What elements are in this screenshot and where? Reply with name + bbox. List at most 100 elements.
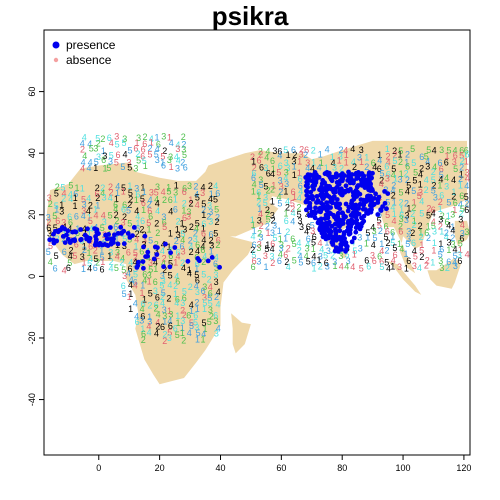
absence-code-mark: 3	[193, 234, 198, 244]
absence-code-mark: 6	[160, 322, 165, 332]
absence-code-mark: 1	[180, 328, 185, 338]
absence-code-mark: 5	[148, 149, 153, 159]
absence-code-mark: 4	[62, 189, 67, 199]
x-tick-label: 60	[276, 463, 286, 473]
absence-code-mark: 4	[195, 246, 200, 256]
presence-point	[345, 187, 350, 193]
land-region	[463, 199, 469, 209]
presence-point	[320, 178, 326, 183]
absence-code-mark: 4	[277, 151, 282, 161]
presence-point	[343, 183, 349, 189]
presence-point	[335, 204, 341, 210]
absence-code-mark: 6	[377, 164, 382, 174]
absence-code-mark: 4	[126, 269, 131, 279]
presence-point	[363, 207, 368, 212]
absence-code-mark: 4	[379, 246, 384, 256]
absence-code-mark: 5	[167, 327, 172, 337]
absence-code-mark: 4	[81, 158, 86, 168]
absence-code-mark: 5	[154, 149, 159, 159]
absence-code-mark: 6	[384, 162, 389, 172]
absence-code-mark: 4	[432, 162, 437, 172]
absence-code-mark: 1	[175, 311, 180, 321]
absence-code-mark: 1	[431, 245, 436, 255]
absence-code-mark: 1	[404, 264, 409, 274]
absence-code-mark: 6	[67, 212, 72, 222]
absence-code-mark: 5	[148, 265, 153, 275]
absence-code-mark: 3	[102, 193, 107, 203]
presence-point	[338, 245, 343, 251]
presence-point	[380, 204, 385, 210]
absence-code-mark: 3	[299, 150, 304, 160]
absence-code-mark: 2	[182, 310, 187, 320]
absence-code-mark: 2	[426, 204, 431, 214]
absence-code-mark: 1	[203, 324, 208, 334]
absence-code-mark: 6	[141, 299, 146, 309]
presence-point	[108, 225, 113, 230]
presence-point	[354, 217, 360, 223]
absence-code-mark: 6	[311, 258, 316, 268]
absence-code-mark: 4	[142, 276, 147, 286]
absence-code-mark: 6	[66, 263, 71, 273]
absence-code-mark: 4	[265, 147, 270, 157]
absence-code-mark: 6	[173, 205, 178, 215]
x-tick-label: 0	[96, 463, 101, 473]
presence-point	[342, 236, 347, 241]
absence-code-mark: 5	[398, 146, 403, 156]
absence-code-mark: 2	[180, 258, 185, 268]
absence-code-mark: 3	[398, 174, 403, 184]
absence-code-mark: 4	[140, 304, 145, 314]
absence-code-mark: 2	[271, 215, 276, 225]
y-tick-label: 20	[27, 210, 37, 220]
absence-code-mark: 4	[167, 316, 172, 326]
absence-code-mark: 6	[155, 292, 160, 302]
presence-point	[345, 208, 351, 214]
absence-code-mark: 5	[384, 258, 389, 268]
absence-code-mark: 1	[81, 264, 86, 274]
presence-point	[328, 195, 333, 201]
absence-code-mark: 1	[392, 198, 397, 208]
absence-code-mark: 6	[366, 261, 371, 271]
absence-code-mark: 2	[119, 257, 124, 267]
absence-code-mark: 5	[168, 258, 173, 268]
absence-code-mark: 2	[290, 204, 295, 214]
absence-code-mark: 5	[458, 239, 463, 249]
presence-point	[361, 173, 367, 179]
absence-code-mark: 1	[141, 205, 146, 215]
absence-code-mark: 4	[175, 140, 180, 150]
presence-point	[47, 237, 53, 243]
absence-code-mark: 5	[140, 194, 145, 204]
absence-code-mark: 1	[278, 234, 283, 244]
absence-code-mark: 2	[206, 211, 211, 221]
absence-code-mark: 6	[445, 217, 450, 227]
absence-code-mark: 2	[286, 244, 291, 254]
absence-code-mark: 3	[460, 229, 465, 239]
presence-point	[384, 206, 389, 212]
absence-code-mark: 3	[133, 164, 138, 174]
absence-code-mark: 4	[195, 200, 200, 210]
absence-code-mark: 2	[419, 252, 424, 262]
absence-code-mark: 6	[291, 187, 296, 197]
absence-code-mark: 5	[181, 229, 186, 239]
presence-point	[161, 264, 167, 270]
absence-code-mark: 5	[208, 298, 213, 308]
absence-code-mark: 5	[133, 269, 138, 279]
absence-code-mark: 1	[251, 186, 256, 196]
absence-code-mark: 6	[291, 145, 296, 155]
absence-code-mark: 5	[94, 157, 99, 167]
absence-code-mark: 6	[101, 155, 106, 165]
absence-code-mark: 3	[406, 234, 411, 244]
absence-code-mark: 6	[446, 257, 451, 267]
absence-code-mark: 4	[168, 206, 173, 216]
absence-code-mark: 3	[96, 152, 101, 162]
presence-point	[62, 226, 67, 232]
presence-point	[333, 174, 339, 180]
absence-code-mark: 2	[127, 200, 132, 210]
legend-presence-label: presence	[66, 38, 116, 52]
absence-code-mark: 2	[411, 203, 416, 213]
absence-code-mark: 1	[393, 174, 398, 184]
absence-code-mark: 4	[149, 134, 154, 144]
absence-code-mark: 3	[404, 215, 409, 225]
absence-code-mark: 5	[89, 144, 94, 154]
presence-point	[62, 240, 68, 246]
absence-code-mark: 4	[386, 157, 391, 167]
